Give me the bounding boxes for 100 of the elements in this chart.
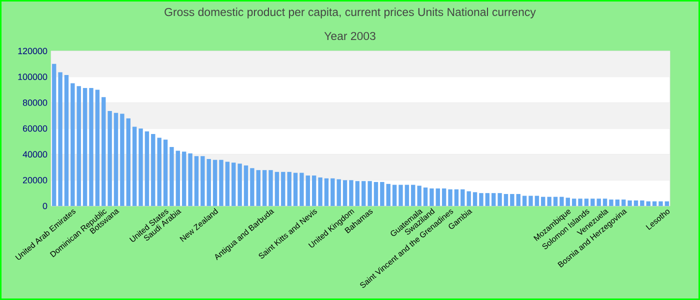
bar	[306, 176, 310, 206]
bar	[163, 140, 168, 206]
bar	[615, 200, 620, 206]
bar	[634, 200, 638, 206]
bar	[430, 188, 434, 206]
bar	[398, 184, 403, 206]
bar	[108, 111, 112, 206]
bar	[225, 162, 230, 206]
bar	[232, 162, 236, 206]
bar	[584, 198, 589, 206]
bar	[504, 194, 508, 206]
bar	[188, 153, 192, 206]
bar	[219, 160, 224, 206]
bar	[479, 193, 484, 206]
y-tick-label: 20000	[23, 176, 48, 184]
bar	[318, 177, 322, 206]
bar	[498, 193, 502, 206]
bar	[342, 180, 348, 206]
bar	[442, 188, 446, 206]
bar	[76, 86, 81, 206]
bar	[170, 146, 174, 206]
bar	[144, 131, 150, 206]
chart-title: Gross domestic product per capita, current prices Units National currency	[164, 8, 536, 18]
bar	[460, 189, 465, 206]
bar	[392, 184, 397, 206]
bar	[547, 196, 552, 206]
bar	[274, 172, 280, 206]
bar	[578, 198, 582, 206]
y-tick-label: 60000	[23, 125, 48, 132]
bar	[658, 201, 663, 206]
bar	[566, 198, 570, 206]
bar	[417, 186, 422, 206]
bar	[324, 178, 329, 206]
bar	[268, 170, 273, 206]
bar	[596, 198, 601, 206]
bar	[293, 172, 298, 206]
bar	[621, 200, 626, 206]
bar	[300, 172, 304, 206]
bar	[528, 196, 533, 206]
bar	[664, 201, 670, 206]
bar	[250, 168, 254, 206]
bar	[628, 200, 632, 206]
y-tick-label: 120000	[18, 48, 48, 54]
bar	[256, 170, 260, 206]
bar	[244, 165, 248, 206]
bar	[64, 75, 69, 206]
bar	[609, 200, 614, 206]
bar	[349, 180, 354, 206]
bar	[404, 184, 410, 206]
bar	[52, 64, 56, 206]
bar	[182, 152, 186, 206]
bar	[138, 128, 143, 206]
bar	[374, 182, 378, 206]
bar	[534, 196, 540, 206]
bar	[386, 184, 390, 206]
bar	[89, 88, 94, 206]
bar	[70, 83, 75, 206]
bar	[114, 112, 118, 206]
bar	[102, 97, 106, 206]
bar	[472, 192, 478, 206]
bar	[126, 118, 130, 206]
y-tick-label: 80000	[22, 99, 48, 106]
bar	[287, 172, 292, 206]
bar	[200, 156, 205, 206]
y-tick-label: 40000	[22, 151, 48, 158]
bar	[448, 189, 452, 206]
bar	[572, 198, 576, 206]
bar	[176, 150, 180, 206]
bar	[206, 158, 211, 206]
bar	[58, 72, 62, 206]
bar	[510, 194, 514, 206]
bar	[652, 201, 657, 206]
bar	[454, 189, 459, 206]
bar	[411, 184, 416, 206]
bar	[541, 196, 546, 206]
bar	[194, 156, 199, 206]
bar	[553, 196, 558, 206]
bar	[212, 160, 218, 206]
bar	[355, 181, 360, 206]
chart-subtitle: Year 2003	[324, 32, 376, 40]
bar	[95, 90, 100, 206]
bar	[560, 196, 564, 206]
bar	[485, 193, 490, 206]
bar	[522, 196, 527, 206]
bar	[238, 164, 242, 206]
bar	[281, 172, 286, 206]
bar	[120, 114, 124, 206]
bar	[590, 198, 595, 206]
bar	[157, 138, 162, 206]
bar	[436, 188, 440, 206]
bar	[423, 188, 428, 206]
bar	[262, 170, 267, 206]
bar	[312, 176, 316, 206]
bar	[368, 181, 372, 206]
bar	[380, 182, 384, 206]
bar	[466, 191, 471, 206]
y-tick-label: 0	[42, 202, 48, 210]
y-tick-label: 100000	[18, 74, 48, 80]
bar	[516, 194, 520, 206]
bar	[82, 88, 88, 206]
